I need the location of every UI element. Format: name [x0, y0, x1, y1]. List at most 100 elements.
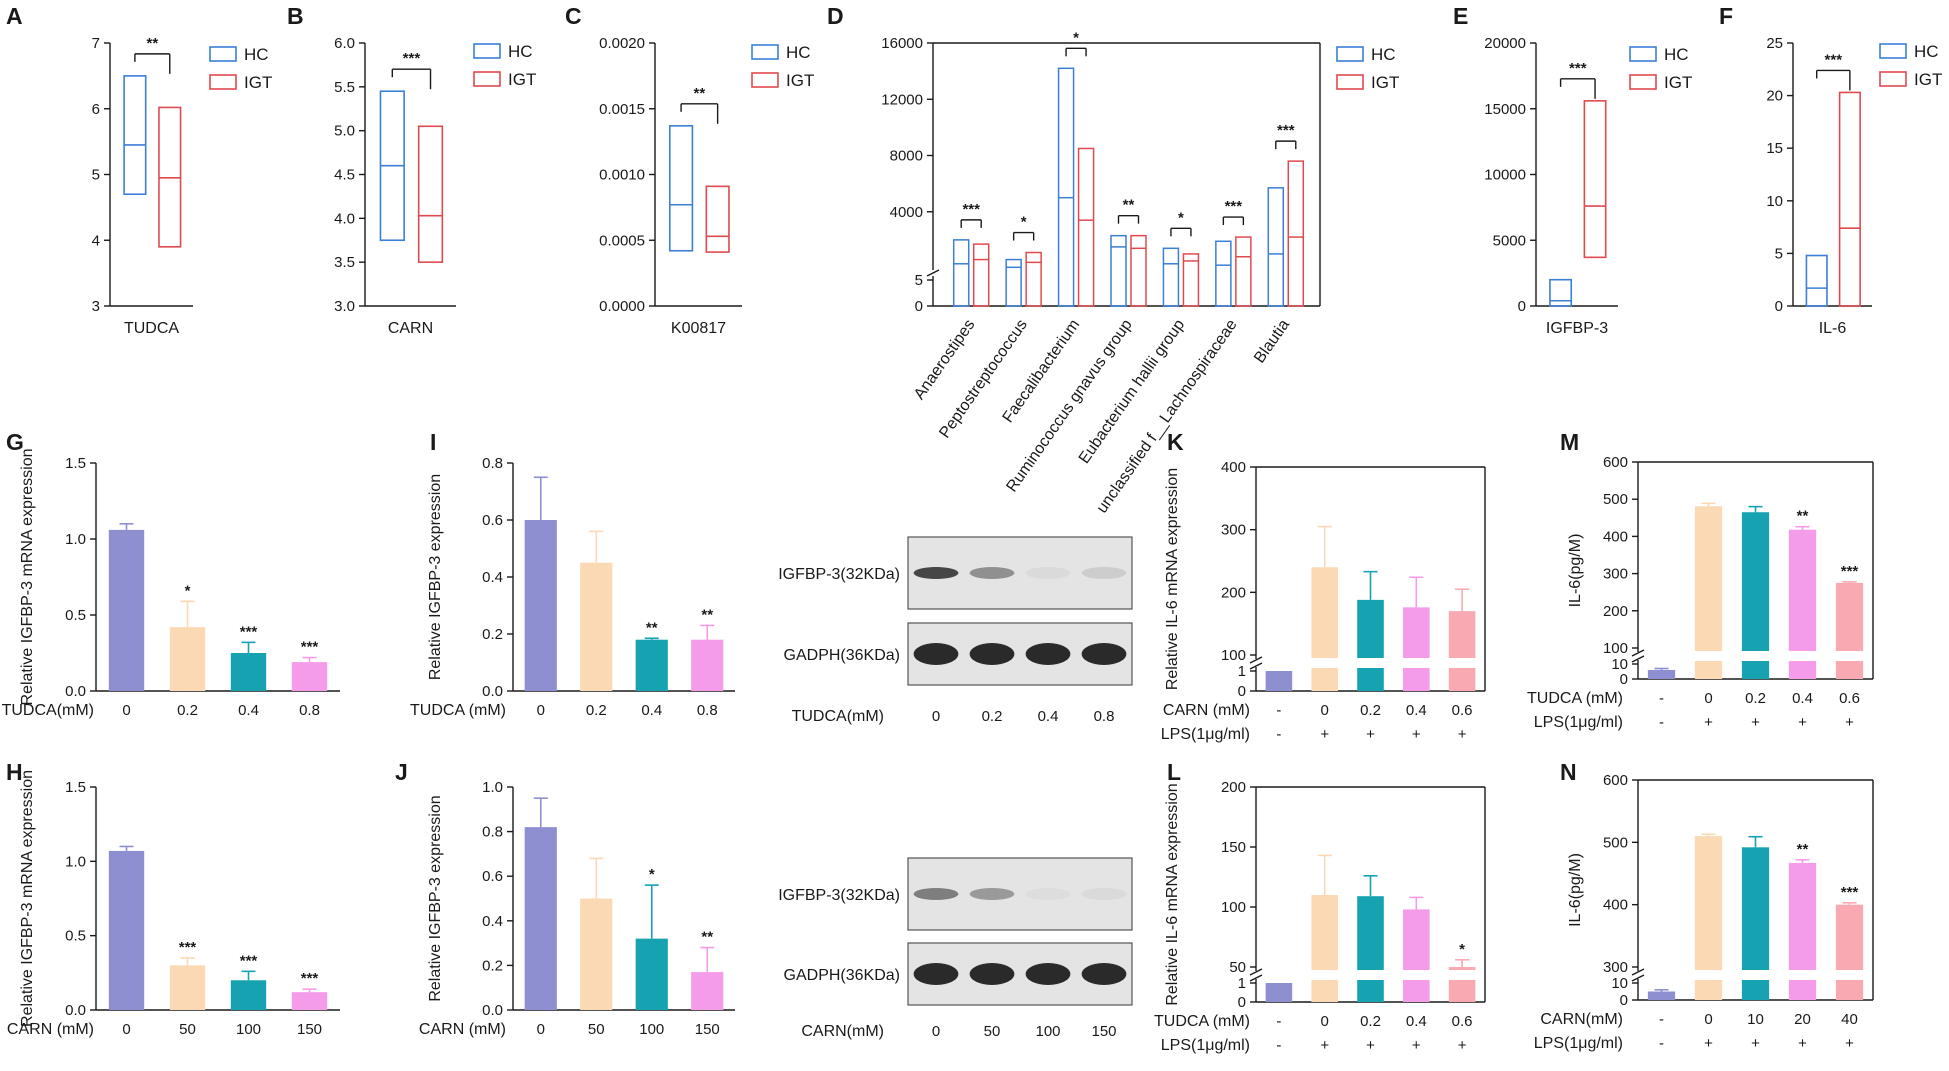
N-bar	[1647, 991, 1676, 1000]
panel-label-N: N	[1560, 759, 1577, 785]
D-box-hc	[952, 239, 970, 307]
L-bar	[1357, 896, 1384, 1002]
E-box-hc	[1549, 278, 1573, 307]
C-y-tick-label: 0.0020	[599, 35, 645, 52]
panel-N: N300400500600010IL-6(pg/M)--0+10+**20+**…	[1534, 759, 1874, 1052]
N-row-label: LPS(1μg/ml)	[1534, 1035, 1623, 1052]
N-y-tick-label: 0	[1620, 992, 1628, 1009]
N-y-tick-label: 600	[1603, 772, 1628, 789]
D-sig-label: ***	[1225, 198, 1243, 215]
M-y-tick-label: 100	[1603, 640, 1628, 657]
J-y-tick-label: 0.0	[482, 1002, 503, 1019]
D-box-hc	[1057, 67, 1075, 307]
F-box-igt	[1838, 91, 1861, 307]
F-y-tick-label: 20	[1766, 88, 1783, 105]
blot-bottom-lane-label: 50	[984, 1023, 1001, 1040]
panel-label-K: K	[1167, 429, 1184, 455]
N-bar	[1835, 904, 1864, 1000]
H-y-tick-label: 0.5	[65, 928, 86, 945]
B-y-tick-label: 4.5	[334, 167, 355, 184]
panel-label-M: M	[1560, 429, 1579, 455]
panel-F: F 0 5 10 15 20 25 *** IL-6 HC IGT	[1719, 3, 1942, 337]
L-bar	[1311, 895, 1338, 1002]
I-x-tick-label: 0.4	[641, 702, 662, 719]
K-x-tick-label: 0.4	[1406, 702, 1427, 719]
D-sig-label: *	[1178, 209, 1184, 226]
D-y-tick-label: 5	[915, 272, 923, 289]
N-row2-label: -	[1659, 1035, 1664, 1052]
A-box-hc	[123, 75, 147, 196]
N-x-tick-label: -	[1659, 1011, 1664, 1028]
D-y-tick-label: 16000	[881, 35, 923, 52]
K-x-tick-label: -	[1276, 702, 1281, 719]
L-x-tick-label: -	[1276, 1013, 1281, 1030]
L-row-label: TUDCA (mM)	[1154, 1013, 1250, 1030]
M-bar-break-gap	[1787, 651, 1818, 661]
D-box-igt	[1235, 236, 1252, 307]
L-bar-break-gap	[1356, 970, 1385, 980]
I-bar	[524, 520, 557, 691]
M-row-label: TUDCA (mM)	[1527, 690, 1623, 707]
K-bar-break-gap	[1447, 658, 1477, 668]
K-bar	[1357, 599, 1384, 691]
K-row2-label: -	[1276, 726, 1281, 743]
K-row2-label: +	[1320, 726, 1329, 743]
H-x-tick-label: 100	[236, 1021, 261, 1038]
N-row2-label: +	[1845, 1035, 1854, 1052]
panel-H: H 0.0 0.5 1.0 1.5 Relative IGFBP-3 mRNA expre…	[6, 759, 340, 1038]
E-box-igt	[1583, 100, 1607, 259]
L-y-tick-label: 0	[1238, 994, 1246, 1011]
C-box-igt	[705, 185, 730, 253]
blot-bottom-lane-label: 0	[932, 1023, 940, 1040]
I-sig-label: **	[701, 606, 713, 623]
N-sig-label: **	[1797, 841, 1809, 858]
A-y-tick-label: 4	[92, 232, 100, 249]
legend-label-hc: HC	[244, 45, 269, 64]
D-sig-label: *	[1021, 214, 1027, 231]
D-box-igt	[1130, 234, 1147, 307]
G-x-tick-label: 0.4	[238, 702, 259, 719]
panel-label-H: H	[6, 759, 23, 785]
blot-bottom-x-label: CARN(mM)	[801, 1023, 884, 1040]
N-sig-label: ***	[1841, 884, 1859, 901]
M-bar-break-gap	[1834, 651, 1865, 661]
K-row2-label: +	[1366, 726, 1375, 743]
N-y-label: IL-6(pg/M)	[1567, 853, 1584, 927]
panel-label-G: G	[6, 429, 24, 455]
N-bar-break-gap	[1693, 970, 1724, 980]
panel-I: I 0.0 0.2 0.4 0.6 0.8 Relative IGFBP-3 express…	[410, 429, 735, 719]
panel-A: A 3 4 5 6 7 ** TUDCA HC IGT	[6, 3, 272, 337]
M-sig-label: ***	[1841, 563, 1859, 580]
J-x-tick-label: 100	[639, 1021, 664, 1038]
M-row-label: LPS(1μg/ml)	[1534, 714, 1623, 731]
legend-swatch-igt	[1879, 71, 1907, 87]
D-sig-label: **	[1123, 197, 1135, 214]
L-y-tick-label: 200	[1221, 779, 1246, 796]
G-y-tick-label: 1.0	[65, 531, 86, 548]
J-bar	[580, 898, 613, 1010]
panel-label-L: L	[1167, 759, 1181, 785]
F-box-hc	[1805, 254, 1828, 307]
L-bar-break-gap	[1447, 970, 1477, 980]
B-y-tick-label: 4.0	[334, 210, 355, 227]
legend-label-hc: HC	[1664, 45, 1689, 64]
legend-swatch-hc	[1629, 46, 1657, 62]
G-y-tick-label: 0.0	[65, 683, 86, 700]
A-sig-label: **	[146, 35, 158, 52]
L-row2-label: +	[1366, 1037, 1375, 1054]
panel-G: G 0.0 0.5 1.0 1.5 Relative IGFBP-3 mRNA expre…	[2, 429, 340, 719]
panel-K: K 100 200 300 400 0 1 Relative IL-6 mRNA expres…	[1161, 429, 1486, 743]
D-box-igt	[1182, 253, 1200, 307]
I-bar	[580, 562, 613, 691]
I-x-tick-label: 0.2	[586, 702, 607, 719]
blot-top: IGFBP-3(32KDa) GADPH(36KDa) TUDCA(mM) 0 0.2 0…	[778, 536, 1133, 725]
C-x-label: K00817	[671, 320, 726, 337]
K-y-tick-label: 200	[1221, 584, 1246, 601]
L-y-tick-label: 100	[1221, 899, 1246, 916]
L-axis-break-mark	[1249, 968, 1263, 976]
M-x-tick-label: 0.2	[1745, 690, 1766, 707]
legend-swatch-igt	[1336, 74, 1364, 90]
M-row2-label: +	[1845, 714, 1854, 731]
K-row2-label: +	[1412, 726, 1421, 743]
